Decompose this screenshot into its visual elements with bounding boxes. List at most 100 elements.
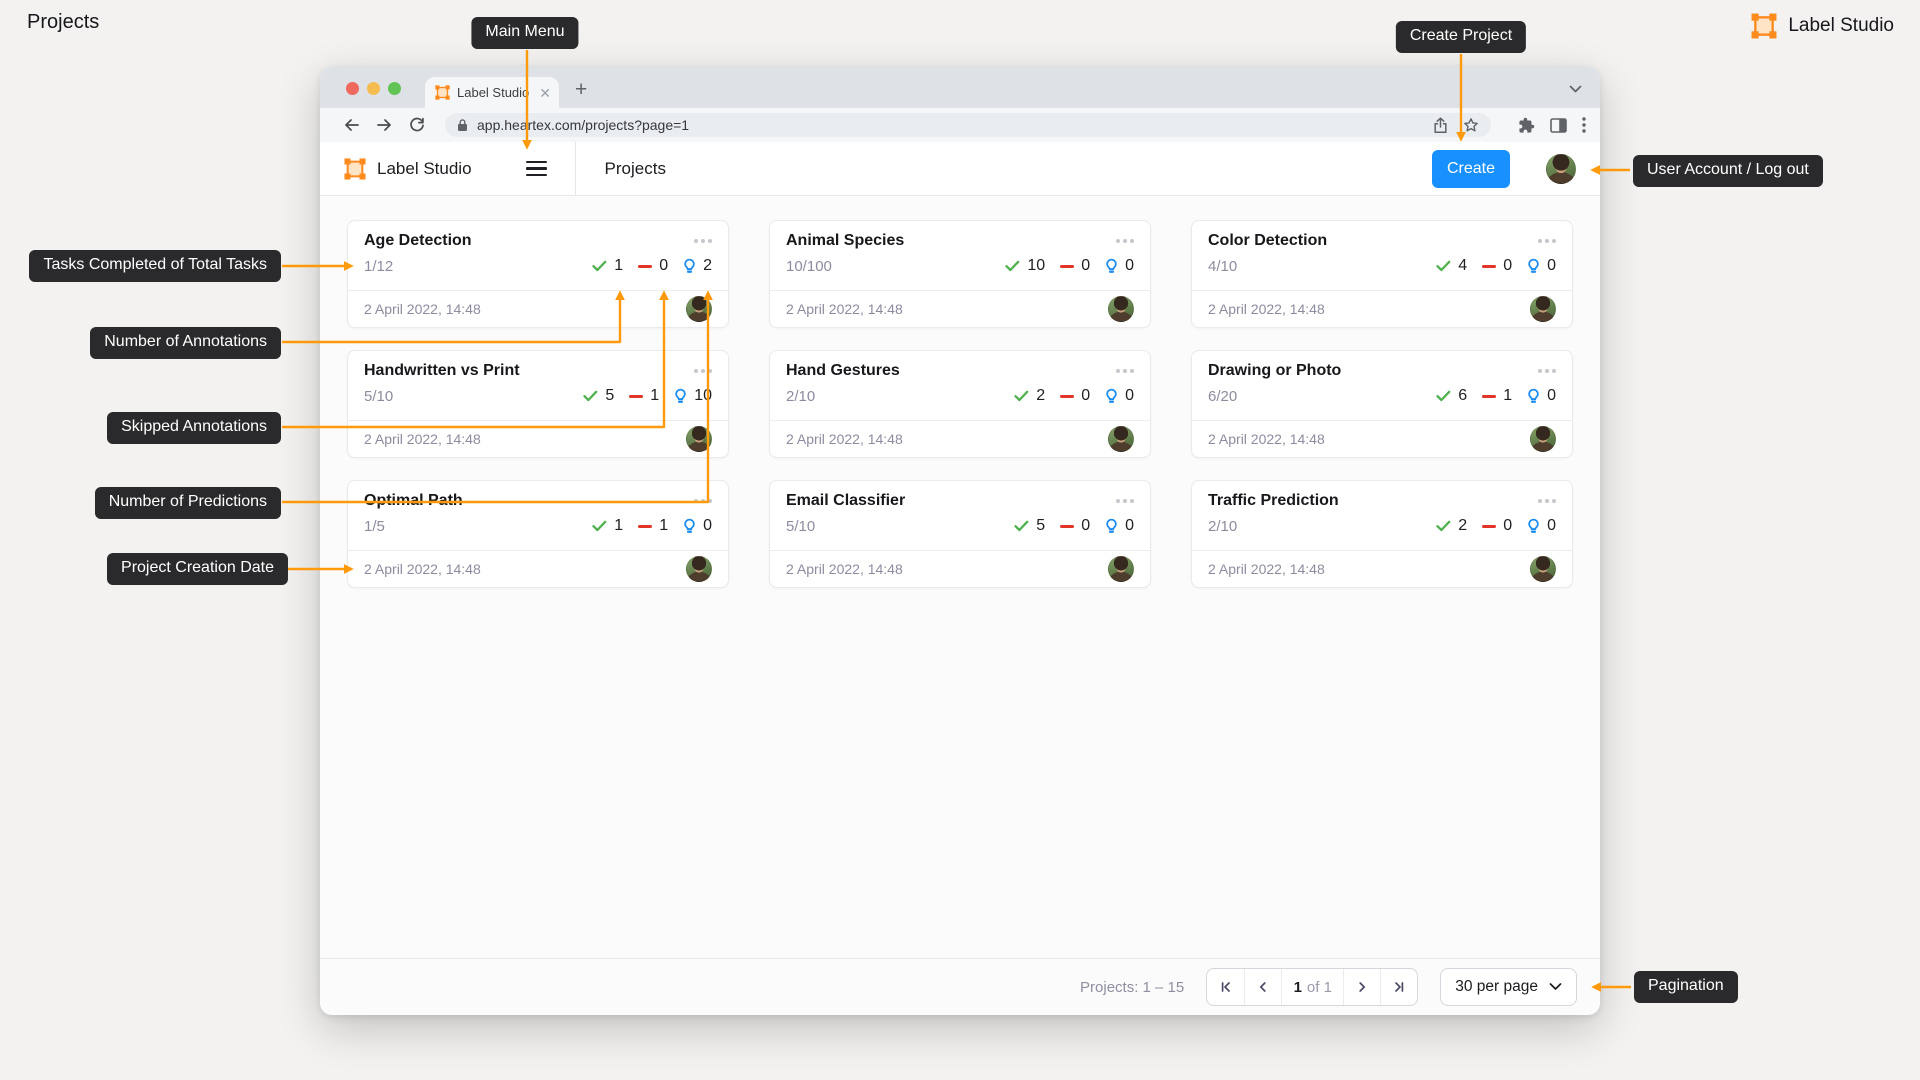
project-stats: 10 0 0: [1005, 257, 1134, 275]
user-avatar[interactable]: [1546, 153, 1576, 184]
back-button[interactable]: [342, 117, 360, 133]
prev-page-button[interactable]: [1244, 969, 1281, 1005]
annotations-count: 1: [614, 257, 624, 274]
project-owner-avatar: [686, 426, 712, 452]
per-page-value: 30 per page: [1455, 978, 1538, 995]
project-created-date: 2 April 2022, 14:48: [786, 561, 903, 577]
project-created-date: 2 April 2022, 14:48: [364, 431, 481, 447]
project-card[interactable]: Hand Gestures 2/10 2 0: [769, 350, 1151, 458]
url-text: app.heartex.com/projects?page=1: [477, 117, 690, 133]
skipped-stat: 0: [1060, 387, 1090, 405]
window-minimize-button[interactable]: [367, 82, 380, 95]
project-card[interactable]: Handwritten vs Print 5/10 5 1: [347, 350, 729, 458]
annotations-count: 4: [1458, 257, 1468, 274]
next-page-button[interactable]: [1343, 969, 1380, 1005]
project-card[interactable]: Animal Species 10/100 10 0: [769, 220, 1151, 328]
last-page-button[interactable]: [1380, 969, 1417, 1005]
extensions-puzzle-icon[interactable]: [1518, 117, 1535, 134]
project-stats: 5 0 0: [1014, 517, 1134, 535]
breadcrumb: Projects: [604, 158, 666, 178]
window-close-button[interactable]: [346, 82, 359, 95]
annotations-count: 1: [614, 517, 624, 534]
project-title: Handwritten vs Print: [364, 362, 520, 379]
skipped-stat: 1: [629, 387, 659, 405]
bookmark-star-icon[interactable]: [1463, 117, 1479, 133]
new-tab-button[interactable]: +: [575, 77, 588, 101]
project-owner-avatar: [686, 556, 712, 582]
projects-range: Projects: 1 – 15: [1080, 978, 1185, 996]
callout-number-of-predictions: Number of Predictions: [94, 487, 281, 519]
skipped-stat: 1: [638, 517, 668, 535]
skipped-count: 1: [650, 387, 660, 404]
task-ratio: 5/10: [364, 387, 394, 405]
skipped-count: 0: [1081, 257, 1091, 274]
per-page-dropdown[interactable]: 30 per page: [1440, 968, 1577, 1006]
brand-name: Label Studio: [1788, 15, 1894, 36]
card-menu-icon[interactable]: [1538, 235, 1556, 247]
forward-button[interactable]: [375, 117, 393, 133]
predictions-count: 10: [694, 387, 712, 404]
predictions-bulb-icon: [1106, 518, 1117, 533]
tabstrip-chevron-icon[interactable]: [1569, 85, 1582, 94]
project-card[interactable]: Color Detection 4/10 4 0: [1191, 220, 1573, 328]
project-card[interactable]: Email Classifier 5/10 5 0: [769, 480, 1151, 588]
window-zoom-button[interactable]: [388, 82, 401, 95]
lock-icon: [457, 118, 468, 132]
card-menu-icon[interactable]: [694, 495, 712, 507]
task-ratio: 2/10: [1208, 517, 1238, 535]
annotations-check-icon: [1436, 260, 1451, 272]
project-card[interactable]: Drawing or Photo 6/20 6 1: [1191, 350, 1573, 458]
skipped-count: 0: [1081, 387, 1091, 404]
create-button[interactable]: Create: [1432, 149, 1510, 188]
project-title: Color Detection: [1208, 232, 1328, 249]
share-icon[interactable]: [1433, 116, 1448, 134]
projects-grid: Age Detection 1/12 1 0: [320, 196, 1600, 958]
project-owner-avatar: [1108, 556, 1134, 582]
card-menu-icon[interactable]: [1116, 365, 1134, 377]
project-title: Animal Species: [786, 232, 905, 249]
predictions-stat: 0: [683, 517, 712, 535]
annotations-stat: 5: [583, 387, 614, 405]
annotations-stat: 1: [592, 257, 623, 275]
tab-title: Label Studio: [457, 85, 530, 100]
predictions-stat: 0: [1105, 517, 1134, 535]
callout-create-project: Create Project: [1395, 21, 1527, 53]
sidepanel-icon[interactable]: [1550, 117, 1567, 133]
card-menu-icon[interactable]: [694, 235, 712, 247]
header-divider: [574, 141, 576, 196]
project-created-date: 2 April 2022, 14:48: [364, 301, 481, 317]
predictions-bulb-icon: [1528, 258, 1539, 273]
predictions-bulb-icon: [675, 388, 686, 403]
card-menu-icon[interactable]: [1538, 495, 1556, 507]
address-bar[interactable]: app.heartex.com/projects?page=1: [445, 113, 1491, 137]
reload-icon[interactable]: [408, 117, 426, 133]
predictions-stat: 0: [1105, 387, 1134, 405]
first-page-button[interactable]: [1207, 969, 1244, 1005]
task-ratio: 2/10: [786, 387, 816, 405]
current-page: 1: [1293, 978, 1302, 996]
predictions-count: 0: [1125, 387, 1134, 404]
tab-close-icon[interactable]: ✕: [539, 84, 551, 101]
brand: Label Studio: [1751, 13, 1894, 39]
skipped-count: 1: [1503, 387, 1513, 404]
skipped-minus-icon: [1060, 394, 1075, 398]
card-menu-icon[interactable]: [694, 365, 712, 377]
project-title: Email Classifier: [786, 492, 906, 509]
main-menu-button[interactable]: [525, 160, 547, 177]
card-menu-icon[interactable]: [1538, 365, 1556, 377]
card-menu-icon[interactable]: [1116, 495, 1134, 507]
browser-toolbar: app.heartex.com/projects?page=1: [320, 108, 1600, 142]
project-card[interactable]: Optimal Path 1/5 1 1: [347, 480, 729, 588]
project-card[interactable]: Traffic Prediction 2/10 2 0: [1191, 480, 1573, 588]
browser-menu-icon[interactable]: [1582, 117, 1586, 133]
skipped-count: 0: [1503, 257, 1513, 274]
skipped-stat: 0: [1060, 517, 1090, 535]
card-menu-icon[interactable]: [1116, 235, 1134, 247]
project-card[interactable]: Age Detection 1/12 1 0: [347, 220, 729, 328]
predictions-bulb-icon: [684, 258, 695, 273]
skipped-stat: 0: [1060, 257, 1090, 275]
browser-tab[interactable]: Label Studio ✕: [425, 77, 559, 108]
task-ratio: 1/5: [364, 517, 385, 535]
predictions-bulb-icon: [1528, 518, 1539, 533]
callout-pagination: Pagination: [1634, 971, 1738, 1003]
